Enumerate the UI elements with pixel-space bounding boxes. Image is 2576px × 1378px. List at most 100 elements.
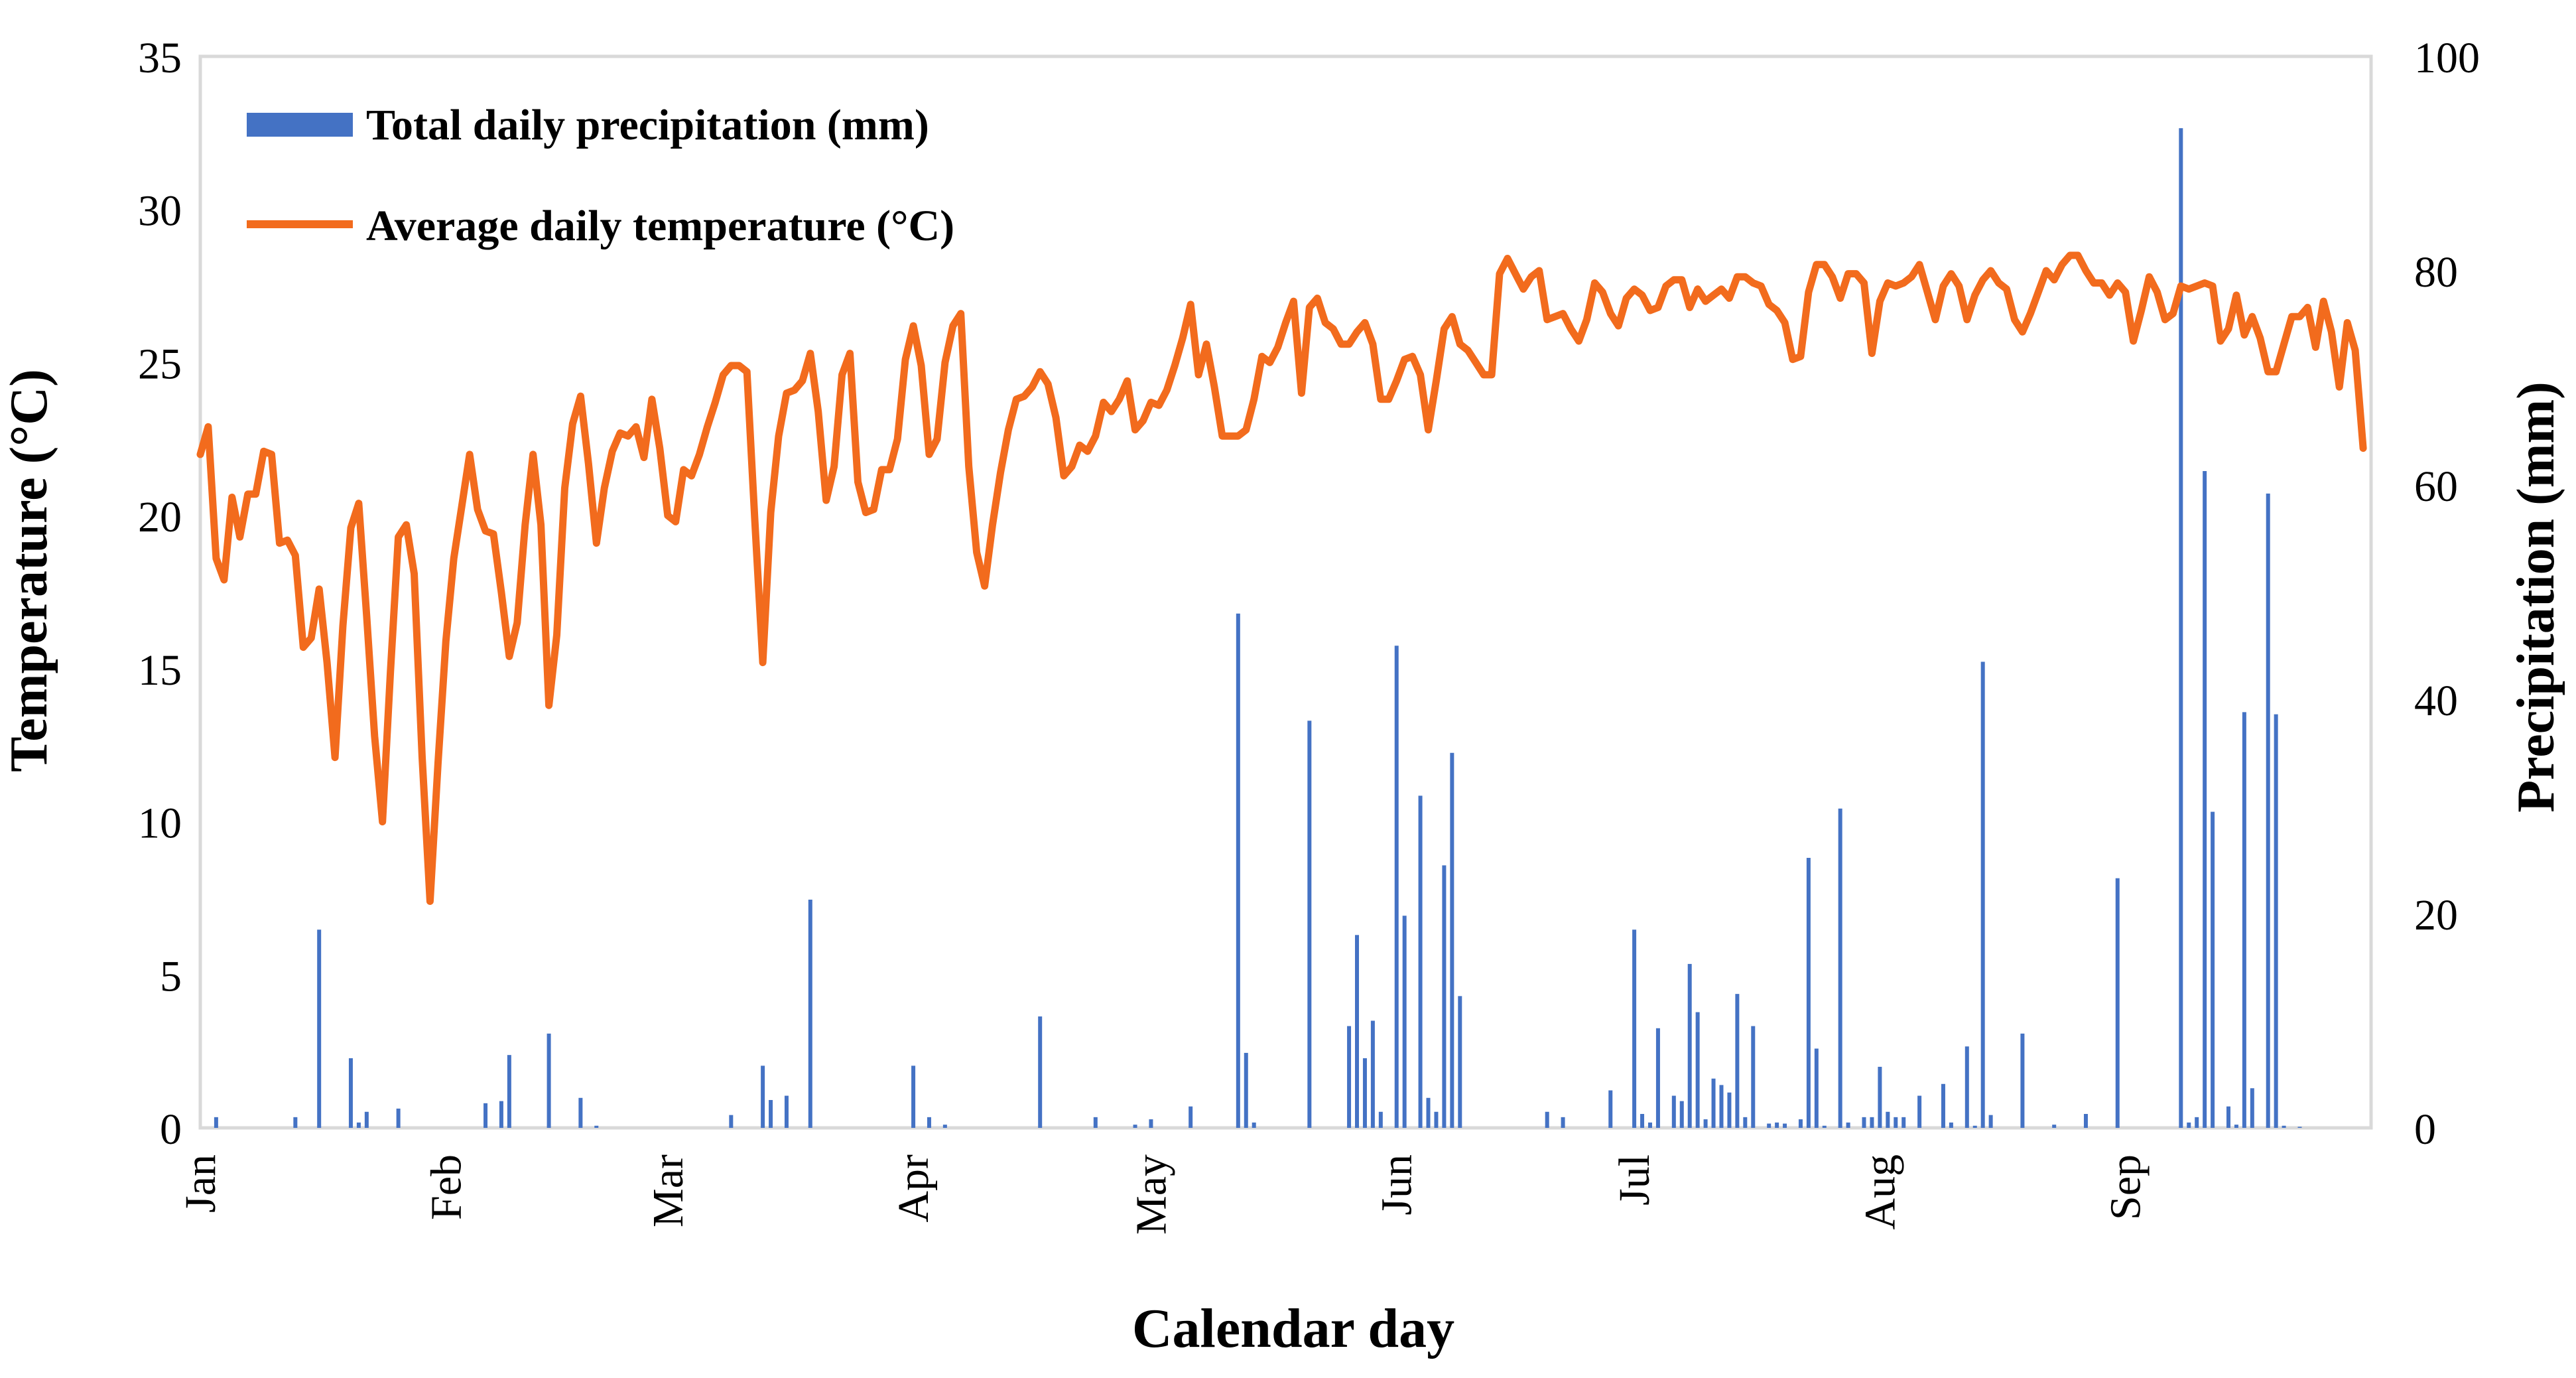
precip-bar bbox=[1402, 916, 1407, 1128]
precip-bar bbox=[761, 1066, 765, 1128]
precip-bar bbox=[1434, 1111, 1439, 1128]
precip-bar bbox=[1814, 1048, 1819, 1128]
precip-bar bbox=[1632, 930, 1637, 1128]
precip-bar bbox=[927, 1117, 931, 1128]
plot-area bbox=[198, 54, 2373, 1130]
precip-bar bbox=[1038, 1016, 1043, 1128]
precip-bar bbox=[2274, 714, 2278, 1128]
precip-bar bbox=[594, 1125, 599, 1128]
temperature-line bbox=[196, 251, 2367, 905]
precip-bar bbox=[547, 1033, 551, 1128]
precip-bar bbox=[507, 1055, 511, 1128]
precip-bar bbox=[1307, 721, 1312, 1128]
precip-bar bbox=[1418, 795, 1423, 1128]
precip-bar bbox=[1458, 996, 1462, 1128]
left-tick-label: 5 bbox=[160, 952, 182, 1000]
x-axis-title: Calendar day bbox=[1132, 1298, 1454, 1359]
precip-bar bbox=[1545, 1111, 1549, 1128]
precip-bar bbox=[2052, 1125, 2057, 1128]
precip-bar bbox=[1647, 1122, 1652, 1128]
plot-frame bbox=[198, 54, 2373, 1130]
precip-bar bbox=[2211, 811, 2215, 1128]
right-tick-label: 20 bbox=[2414, 891, 2458, 939]
precip-bar bbox=[1608, 1090, 1613, 1128]
precip-bar bbox=[214, 1117, 218, 1128]
precip-bar bbox=[1093, 1117, 1098, 1128]
precip-bar bbox=[1878, 1066, 1882, 1128]
month-tick-label: May bbox=[1127, 1154, 1175, 1235]
month-tick-label: Mar bbox=[644, 1154, 692, 1227]
precip-bar bbox=[1640, 1114, 1645, 1128]
legend-precipitation-swatch bbox=[247, 113, 353, 137]
precip-bar bbox=[1783, 1123, 1787, 1128]
left-tick-label: 30 bbox=[138, 187, 182, 236]
left-axis: 0 5 10 15 20 25 30 35 bbox=[138, 34, 182, 1154]
precip-bar bbox=[1442, 865, 1447, 1128]
precip-bar bbox=[1695, 1012, 1700, 1128]
left-tick-label: 20 bbox=[138, 493, 182, 541]
precip-bar bbox=[2234, 1125, 2238, 1128]
precip-bar bbox=[499, 1101, 503, 1128]
precip-bar bbox=[1671, 1095, 1676, 1128]
precip-bar bbox=[1394, 646, 1399, 1128]
precip-bar bbox=[1886, 1111, 1890, 1128]
left-tick-label: 15 bbox=[138, 646, 182, 695]
precip-bar bbox=[1703, 1119, 1708, 1128]
month-tick-label: Sep bbox=[2102, 1154, 2150, 1220]
precip-bar bbox=[1735, 994, 1740, 1128]
month-tick-label: Apr bbox=[889, 1154, 938, 1223]
precip-bar bbox=[1838, 808, 1842, 1128]
precip-bar bbox=[1378, 1111, 1383, 1128]
precip-bar bbox=[808, 900, 812, 1128]
legend-precipitation-label: Total daily precipitation (mm) bbox=[366, 101, 929, 149]
right-tick-label: 40 bbox=[2414, 677, 2458, 725]
precip-bar bbox=[1687, 963, 1692, 1128]
right-tick-label: 80 bbox=[2414, 248, 2458, 297]
precip-bar bbox=[2083, 1114, 2088, 1128]
left-tick-label: 25 bbox=[138, 340, 182, 388]
left-tick-label: 10 bbox=[138, 799, 182, 848]
precip-bar bbox=[1149, 1119, 1153, 1128]
month-tick-label: Jul bbox=[1610, 1154, 1659, 1206]
precip-bar bbox=[578, 1097, 583, 1128]
y-axis-title-right: Precipitation (mm) bbox=[2507, 381, 2565, 812]
left-tick-label: 35 bbox=[138, 34, 182, 82]
precip-bar bbox=[2179, 128, 2183, 1129]
precip-bar bbox=[911, 1066, 916, 1128]
month-tick-label: Feb bbox=[422, 1154, 470, 1220]
precip-bar bbox=[1743, 1117, 1748, 1128]
precip-bar bbox=[2187, 1122, 2191, 1128]
y-axis-title-left: Temperature (°C) bbox=[0, 369, 58, 772]
precip-bar bbox=[2226, 1106, 2230, 1128]
precip-bar bbox=[1870, 1117, 1874, 1128]
precip-bar bbox=[1775, 1122, 1779, 1128]
precip-bar bbox=[396, 1108, 401, 1128]
precip-bar bbox=[1798, 1119, 1803, 1128]
precip-bar bbox=[1846, 1122, 1850, 1128]
precip-bar bbox=[1236, 613, 1240, 1128]
precip-bar bbox=[1362, 1058, 1367, 1128]
precip-bar bbox=[2282, 1125, 2286, 1128]
precip-bar bbox=[1751, 1026, 1756, 1128]
right-axis: 0 20 40 60 80 100 bbox=[2414, 34, 2480, 1154]
precip-bar bbox=[1894, 1117, 1898, 1128]
legend-temperature-label: Average daily temperature (°C) bbox=[366, 202, 954, 250]
precip-bar bbox=[2250, 1088, 2254, 1128]
precipitation-bars bbox=[214, 128, 2302, 1129]
precip-bar bbox=[1711, 1078, 1716, 1128]
precip-bar bbox=[2115, 878, 2120, 1128]
legend: Total daily precipitation (mm) Average d… bbox=[247, 101, 954, 250]
precip-bar bbox=[1189, 1106, 1193, 1128]
precip-bar bbox=[2242, 712, 2246, 1128]
precip-bar bbox=[1244, 1052, 1248, 1128]
right-tick-label: 0 bbox=[2414, 1105, 2436, 1154]
precip-bar bbox=[1679, 1101, 1684, 1128]
precip-bar bbox=[1252, 1122, 1256, 1128]
month-tick-label: Jun bbox=[1373, 1154, 1421, 1215]
precip-bar bbox=[2203, 471, 2207, 1128]
x-axis: Jan Feb Mar Apr May Jun Jul Aug Sep bbox=[176, 1154, 2150, 1235]
precip-bar bbox=[1133, 1125, 1137, 1128]
precip-bar bbox=[769, 1100, 773, 1128]
precip-bar bbox=[1988, 1115, 1993, 1128]
